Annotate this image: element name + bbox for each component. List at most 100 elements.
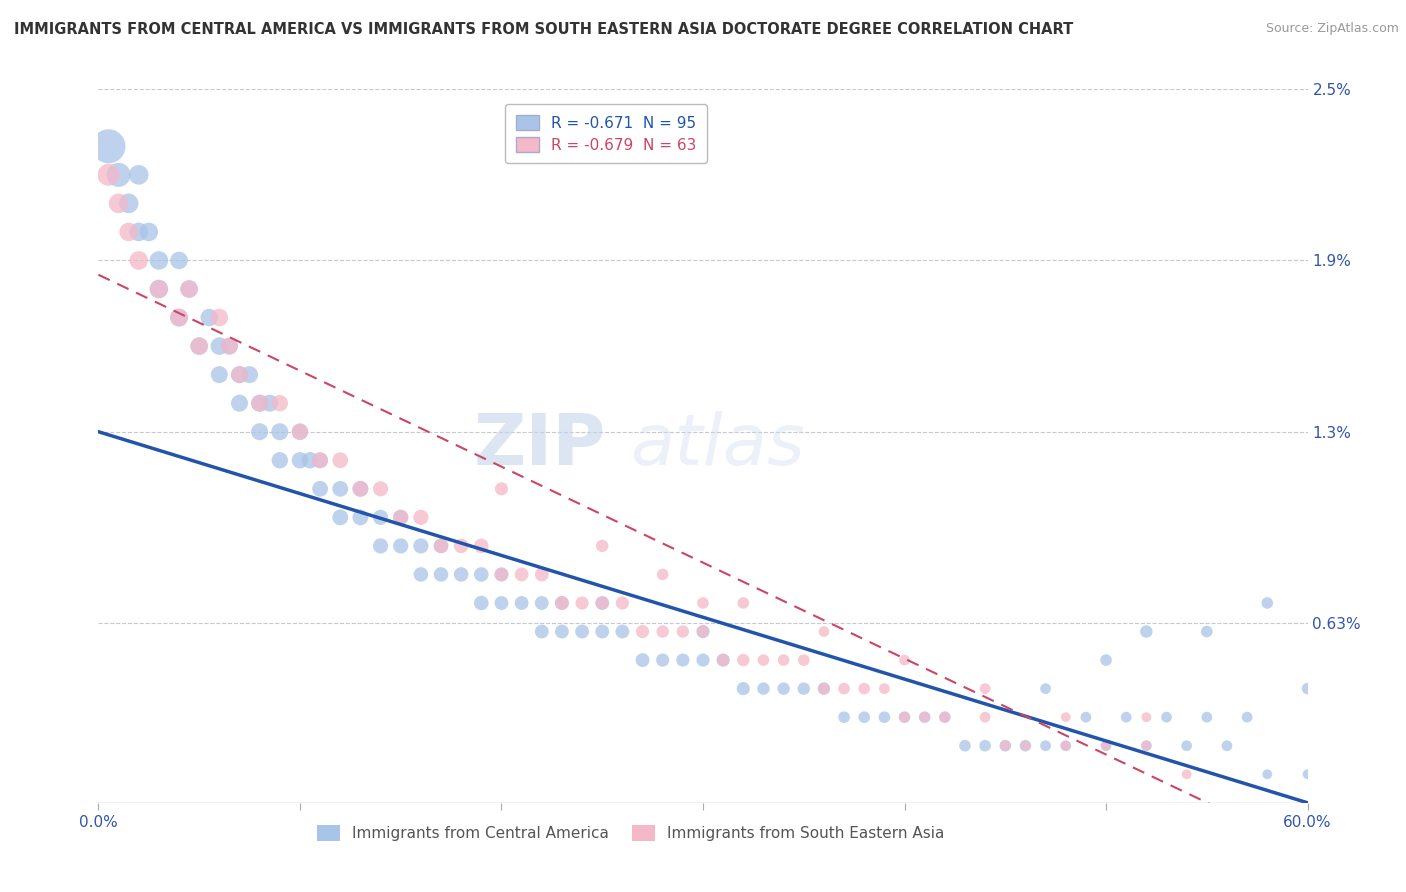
Point xyxy=(793,681,815,696)
Point xyxy=(551,596,574,610)
Point xyxy=(893,710,915,724)
Point xyxy=(288,453,311,467)
Point xyxy=(733,653,755,667)
Point xyxy=(853,710,876,724)
Point xyxy=(370,482,392,496)
Point xyxy=(1256,767,1278,781)
Point xyxy=(672,653,695,667)
Point xyxy=(631,624,654,639)
Point xyxy=(571,596,593,610)
Point xyxy=(692,596,714,610)
Point xyxy=(1035,681,1057,696)
Point xyxy=(772,681,794,696)
Point xyxy=(591,596,613,610)
Point xyxy=(752,653,775,667)
Point xyxy=(409,567,432,582)
Point xyxy=(934,710,956,724)
Point xyxy=(711,653,734,667)
Point xyxy=(97,139,120,153)
Legend: Immigrants from Central America, Immigrants from South Eastern Asia: Immigrants from Central America, Immigra… xyxy=(309,817,952,848)
Point xyxy=(1195,624,1218,639)
Point xyxy=(1216,739,1239,753)
Point xyxy=(370,539,392,553)
Point xyxy=(249,396,271,410)
Point xyxy=(179,282,201,296)
Point xyxy=(510,567,533,582)
Point xyxy=(470,596,492,610)
Point xyxy=(1175,767,1198,781)
Point xyxy=(873,681,896,696)
Point xyxy=(1115,710,1137,724)
Point xyxy=(228,368,250,382)
Point xyxy=(259,396,281,410)
Text: Source: ZipAtlas.com: Source: ZipAtlas.com xyxy=(1265,22,1399,36)
Point xyxy=(389,510,412,524)
Point xyxy=(228,396,250,410)
Point xyxy=(651,653,673,667)
Point xyxy=(1236,710,1258,724)
Point xyxy=(832,710,855,724)
Point xyxy=(269,453,291,467)
Point xyxy=(167,310,190,325)
Point xyxy=(873,710,896,724)
Point xyxy=(1256,596,1278,610)
Point xyxy=(974,681,997,696)
Point xyxy=(591,596,613,610)
Point xyxy=(551,624,574,639)
Point xyxy=(309,453,332,467)
Point xyxy=(772,653,794,667)
Point xyxy=(309,453,332,467)
Point xyxy=(370,510,392,524)
Point xyxy=(208,368,231,382)
Point xyxy=(208,310,231,325)
Point xyxy=(128,168,150,182)
Point xyxy=(914,710,936,724)
Point xyxy=(288,425,311,439)
Point xyxy=(953,739,976,753)
Point xyxy=(118,196,141,211)
Point xyxy=(530,624,553,639)
Point xyxy=(974,710,997,724)
Point xyxy=(914,710,936,724)
Point xyxy=(430,567,453,582)
Point xyxy=(612,624,634,639)
Point xyxy=(269,396,291,410)
Point xyxy=(1135,739,1157,753)
Point xyxy=(1195,710,1218,724)
Point xyxy=(1054,739,1077,753)
Point xyxy=(148,282,170,296)
Point xyxy=(853,681,876,696)
Point xyxy=(167,253,190,268)
Point xyxy=(651,567,673,582)
Point xyxy=(510,596,533,610)
Point xyxy=(470,539,492,553)
Point xyxy=(711,653,734,667)
Point xyxy=(128,225,150,239)
Point xyxy=(793,653,815,667)
Point xyxy=(188,339,211,353)
Point xyxy=(591,539,613,553)
Point xyxy=(1095,739,1118,753)
Point xyxy=(430,539,453,553)
Point xyxy=(1014,739,1036,753)
Point xyxy=(228,368,250,382)
Point xyxy=(612,596,634,610)
Point xyxy=(1135,710,1157,724)
Point xyxy=(430,539,453,553)
Text: atlas: atlas xyxy=(630,411,806,481)
Point xyxy=(651,624,673,639)
Point xyxy=(491,567,513,582)
Point xyxy=(218,339,240,353)
Point xyxy=(188,339,211,353)
Point xyxy=(530,596,553,610)
Point xyxy=(239,368,262,382)
Point xyxy=(389,510,412,524)
Point xyxy=(692,653,714,667)
Point xyxy=(1135,624,1157,639)
Point xyxy=(591,624,613,639)
Point xyxy=(329,453,352,467)
Point xyxy=(1014,739,1036,753)
Point xyxy=(179,282,201,296)
Point xyxy=(571,624,593,639)
Point xyxy=(551,596,574,610)
